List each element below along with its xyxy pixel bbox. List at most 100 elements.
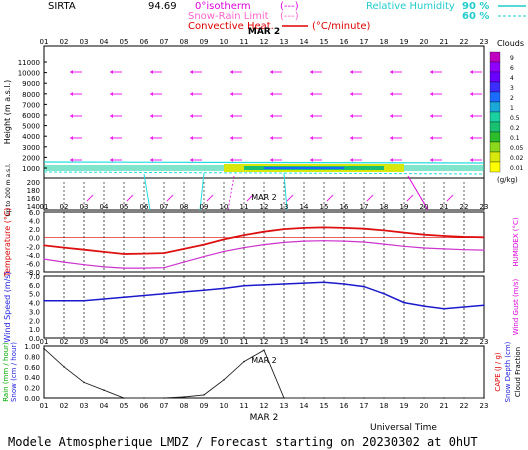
low-height-tick-label: 180 <box>27 187 40 195</box>
hour-label-mid: 12 <box>260 338 269 346</box>
clouds-legend-swatch <box>489 141 501 153</box>
cloud-fraction-axis-label: Cloud Fraction <box>514 347 522 397</box>
hour-label-mid: 05 <box>120 338 129 346</box>
hour-label-mid: 15 <box>320 338 329 346</box>
humidex-line-point <box>63 261 65 263</box>
hour-label-bottom: 07 <box>160 402 169 410</box>
date-label-low: MAR 2 <box>251 193 277 202</box>
temperature-line-point <box>403 231 405 234</box>
legend-isotherm-label: 0°isotherm <box>195 1 251 12</box>
humidex-line-point <box>143 267 145 269</box>
wind-tick-label: 5.0 <box>29 291 40 299</box>
clouds-legend-swatch <box>489 131 501 143</box>
humidex-line-point <box>363 241 365 243</box>
wind-speed-line-point <box>183 291 185 293</box>
hour-label-mid: 08 <box>180 338 189 346</box>
hour-label-bottom: 18 <box>380 402 389 410</box>
hour-label-mid: 04 <box>100 338 109 346</box>
wind-arrow-head <box>350 136 353 140</box>
wind-arrow-head <box>310 70 313 74</box>
grid-lines <box>44 182 484 338</box>
wind-arrow-head <box>150 136 153 140</box>
hour-label-low: 22 <box>460 203 469 211</box>
rain-line-point <box>263 349 265 351</box>
temperature-line-point <box>103 251 105 253</box>
hour-label-top: 14 <box>300 38 309 46</box>
height-tick-label: 4000 <box>22 133 40 141</box>
wind-arrow-head <box>470 136 473 140</box>
clouds-legend-label: 0.01 <box>510 165 524 172</box>
temperature-line-point <box>423 233 425 236</box>
wind-arrow-head <box>70 70 73 74</box>
wind-arrow-low <box>286 194 294 202</box>
rain-line-point <box>163 397 165 399</box>
height-tick-label: 7000 <box>22 101 40 109</box>
hour-label-low: 08 <box>180 203 189 211</box>
humidex-line-point <box>323 239 325 242</box>
snow-axis-label: Snow (cm / hour) <box>10 342 18 402</box>
temperature-line-point <box>243 234 245 236</box>
hour-label-bottom: 13 <box>280 402 289 410</box>
legend-conv-units: (°C/minute) <box>312 21 371 32</box>
hour-label-mid: 22 <box>460 338 469 346</box>
hour-label-low: 15 <box>320 203 329 211</box>
wind-speed-line-point <box>163 292 165 295</box>
wind-arrow-low <box>246 194 254 202</box>
clouds-legend-label: 0.02 <box>510 155 524 162</box>
hour-label-mid: 18 <box>380 338 389 346</box>
hour-label-top: 09 <box>200 38 209 46</box>
wind-speed-line-point <box>383 292 385 295</box>
humidex-line-point <box>83 263 85 266</box>
hour-label-mid: 10 <box>220 338 229 346</box>
humidex-line-point <box>103 266 105 268</box>
clouds-legend-swatch <box>489 121 501 133</box>
wind-arrow-head <box>230 158 233 162</box>
wind-arrow-head <box>430 92 433 96</box>
clouds-legend-swatch <box>489 101 501 113</box>
wind-arrow-low <box>126 194 134 202</box>
humidex-line-point <box>423 247 425 249</box>
wind-arrow-head <box>270 136 273 140</box>
wind-speed-line-point <box>283 283 285 285</box>
hour-label-mid: 09 <box>200 338 209 346</box>
wind-arrow-head <box>110 158 113 162</box>
wind-arrow-head <box>470 114 473 118</box>
temperature-line-point <box>43 244 45 247</box>
legend-snow-dash: (---) <box>280 11 299 22</box>
clouds-legend-label: 6 <box>510 65 514 72</box>
wind-arrow-head <box>70 158 73 162</box>
rain-line-point <box>363 397 365 399</box>
temp-tick-label: 4.0 <box>29 218 40 226</box>
temperature-line-point <box>263 230 265 233</box>
hour-label-low: 16 <box>340 203 349 211</box>
hour-label-low: 05 <box>120 203 129 211</box>
wind-arrow-head <box>270 114 273 118</box>
wind-arrow-head <box>390 136 393 140</box>
wind-arrow-head <box>110 70 113 74</box>
temperature-line-point <box>223 238 225 241</box>
temperature-line-point <box>363 227 365 230</box>
humidex-line-point <box>123 267 125 269</box>
hour-label-mid: 13 <box>280 338 289 346</box>
hour-label-mid: 14 <box>300 338 309 346</box>
hour-label-bottom: 10 <box>220 402 229 410</box>
legend-snow-label: Snow-Rain Limit <box>188 11 269 22</box>
temperature-line-point <box>123 253 125 255</box>
hour-label-bottom: 11 <box>240 402 249 410</box>
hour-label-mid: 19 <box>400 338 409 346</box>
low-height-tick-label: 200 <box>27 179 40 187</box>
hour-label-bottom: 14 <box>300 402 309 410</box>
hour-label-low: 13 <box>280 203 289 211</box>
wind-speed-line-point <box>223 287 225 290</box>
temperature-line-point <box>443 235 445 237</box>
clouds-legend-label: 3 <box>510 85 514 92</box>
station-name: SIRTA <box>48 1 76 12</box>
wind-tick-label: 3.0 <box>29 308 40 316</box>
wind-arrow-head <box>470 92 473 96</box>
hour-label-top: 17 <box>360 38 369 46</box>
temperature-axis-label: Temperature (°C) <box>3 207 12 277</box>
wind-arrow-head <box>110 114 113 118</box>
humidex-line-point <box>283 241 285 244</box>
wind-speed-line-point <box>43 300 45 302</box>
rh-contour-60 <box>43 171 485 175</box>
